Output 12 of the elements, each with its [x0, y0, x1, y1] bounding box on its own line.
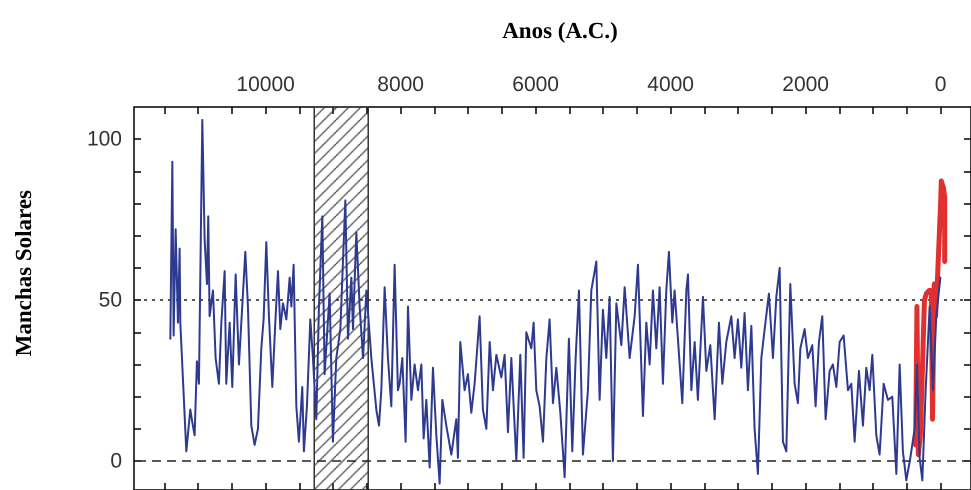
line-series: [169, 118, 942, 485]
y-tick-label: 50: [98, 288, 122, 312]
y-axis-title: Manchas Solares: [11, 190, 36, 356]
y-tick-label: 0: [110, 450, 122, 473]
x-tick-label: 0: [934, 73, 946, 96]
y-tick-label: 100: [86, 128, 122, 151]
x-tick-label: 4000: [647, 73, 694, 96]
x-tick-label: 10000: [236, 73, 295, 96]
x-tick-label: 2000: [782, 73, 829, 96]
x-axis-title: Anos (A.C.): [502, 18, 618, 43]
x-tick-label: 8000: [377, 73, 424, 96]
x-tick-label: 6000: [512, 73, 559, 96]
